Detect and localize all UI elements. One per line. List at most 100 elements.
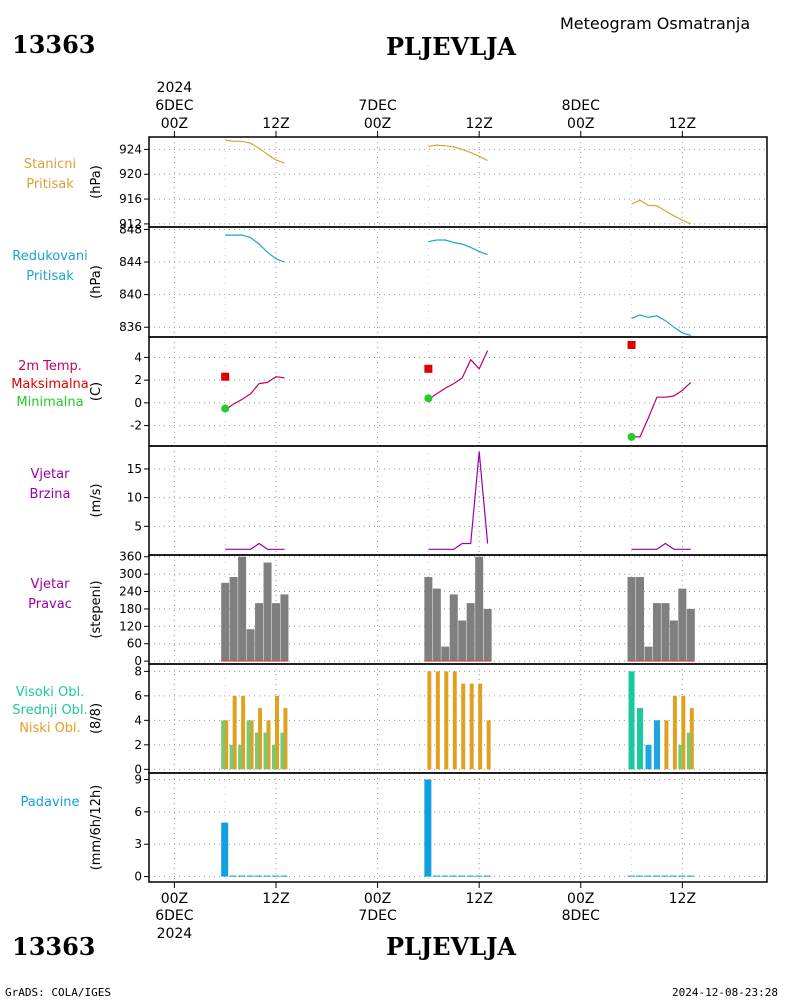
x-tick-label-top: 00Z [161,116,188,132]
y-axis-label: (C) [89,382,104,401]
panel-label: Padavine [21,795,80,810]
low-cloud-bar [258,708,263,770]
wind-direction-bar [644,646,653,662]
y-tick-label: 180 [119,602,142,616]
precip-bar [644,875,652,877]
precip-bar [238,875,246,877]
y-tick-label: 920 [119,167,142,181]
y-tick-label: 4 [134,713,142,727]
high-cloud-bar [221,720,226,770]
y-tick-label: 60 [127,637,142,651]
wind-direction-bar [661,603,670,662]
y-tick-label: 844 [119,255,142,269]
wind-direction-bar [475,556,484,662]
wind-direction-bar [280,594,289,662]
mid-cloud-bar [653,720,660,770]
precip-bar [441,875,449,877]
panel-label: Minimalna [16,395,83,410]
station-id-bottom: 13363 [12,932,96,961]
tmax-marker [627,340,636,349]
low-cloud-bar [461,683,466,770]
panel-label: Pritisak [26,177,74,192]
high-cloud-bar [255,732,260,770]
series-line [428,350,489,400]
x-tick-label-bottom: 12Z [669,891,696,907]
low-cloud-bar [266,720,271,770]
x-tick-label-top: 00Z [567,116,594,132]
low-cloud-bar [232,695,237,770]
precip-bar [221,822,229,877]
high-cloud-bar [229,744,234,770]
panel-label: Niski Obl. [19,721,81,736]
wind-direction-bar [432,588,441,662]
panel-label: Stanicni [24,157,76,172]
y-axis-label: (m/s) [89,484,104,518]
series-line [428,239,488,256]
y-tick-label: 0 [134,870,142,884]
wind-direction-bar [424,577,433,662]
y-tick-label: 300 [119,567,142,581]
precip-bar [466,875,474,877]
tmin-marker [627,432,636,441]
precip-bar [483,875,491,877]
tmax-marker [221,372,230,381]
wind-direction-bar [458,620,467,662]
wind-direction-bar [466,603,475,662]
y-axis-label: (hPa) [89,165,104,199]
high-cloud-bar [686,732,691,770]
y-tick-label: 848 [119,222,142,236]
panel-label: Maksimalna [11,377,89,392]
series-line [225,542,285,550]
precip-bar [263,875,271,877]
high-cloud-bar [628,671,635,770]
panel-frame [148,445,768,556]
precip-bar [255,875,263,877]
y-tick-label: -2 [130,419,142,433]
tmin-marker [221,404,230,413]
precip-bar [686,875,694,877]
y-tick-label: 4 [134,350,142,364]
y-tick-label: 0 [134,762,142,776]
precip-bar [229,875,237,877]
panel-frame [148,336,768,447]
low-cloud-bar [681,695,686,770]
y-tick-label: 15 [127,462,142,476]
low-cloud-bar [249,720,254,770]
wind-direction-bar [441,646,450,662]
series-line [225,139,285,164]
series-line [631,314,691,336]
precip-bar [475,875,483,877]
x-tick-label-top: 12Z [465,116,492,132]
y-axis-label: (mm/6h/12h) [89,785,104,871]
precip-bar [669,875,677,877]
panel-label: Vjetar [31,467,71,482]
y-tick-label: 3 [134,837,142,851]
y-tick-label: 836 [119,320,142,334]
y-tick-label: 924 [119,142,142,156]
y-tick-label: 8 [134,664,142,678]
series-line [428,144,488,162]
precip-bar [432,875,440,877]
station-id-top: 13363 [12,30,96,59]
day-label-bottom: 7DEC [358,908,397,924]
x-tick-label-top: 12Z [669,116,696,132]
low-cloud-bar [452,671,457,770]
panel-label: Visoki Obl. [16,685,84,700]
credit-text: GrADS: COLA/IGES [5,986,111,999]
wind-direction-bar [652,603,661,662]
y-tick-label: 840 [119,288,142,302]
panel-label: Pravac [28,597,72,612]
low-cloud-bar [672,695,677,770]
y-tick-label: 0 [134,654,142,668]
tmax-marker [424,364,433,373]
x-tick-label-bottom: 00Z [364,891,391,907]
low-cloud-bar [689,708,694,770]
precip-bar [280,875,288,877]
precip-bar [627,875,635,877]
year-label-top: 2024 [157,80,193,96]
y-tick-label: 2 [134,738,142,752]
low-cloud-bar [444,671,449,770]
precip-bar [652,875,660,877]
y-tick-label: 240 [119,585,142,599]
